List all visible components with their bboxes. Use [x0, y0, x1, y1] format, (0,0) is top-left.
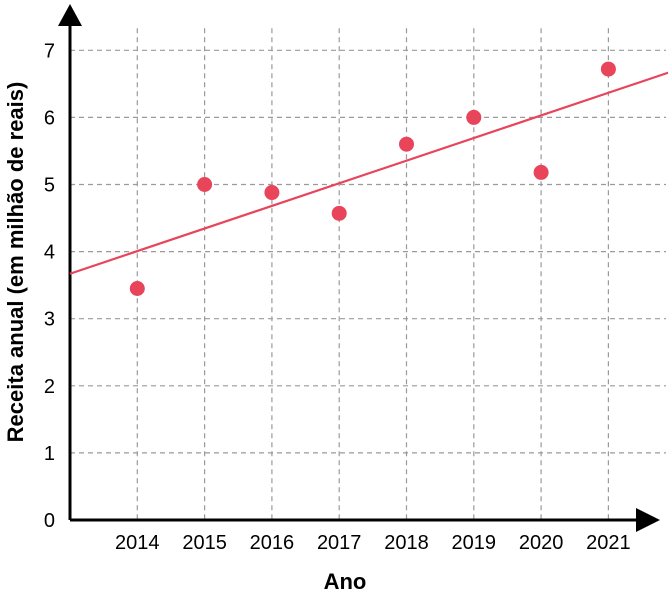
- data-point: [129, 281, 145, 297]
- data-point: [331, 205, 347, 221]
- axes: [58, 4, 660, 532]
- grid: [70, 28, 666, 520]
- y-tick-label: 1: [44, 443, 55, 465]
- x-tick-labels: 2014 2015 2016 2017 2018 2019 2020 2021: [115, 532, 631, 554]
- y-axis-title: Receita anual (em milhão de reais): [3, 82, 28, 443]
- x-axis-title: Ano: [324, 569, 367, 594]
- y-tick-label: 5: [44, 175, 55, 197]
- y-tick-label: 4: [44, 242, 55, 264]
- data-point: [533, 164, 549, 180]
- x-tick-label: 2021: [586, 532, 631, 554]
- data-point: [197, 177, 213, 192]
- y-tick-label: 6: [44, 107, 55, 129]
- y-tick-labels: 0 1 2 3 4 5 6 7: [44, 40, 55, 532]
- x-tick-label: 2019: [452, 532, 497, 554]
- data-point: [466, 109, 482, 125]
- data-point: [399, 136, 414, 152]
- x-tick-label: 2016: [250, 532, 295, 554]
- x-tick-label: 2020: [519, 532, 564, 554]
- x-tick-label: 2014: [115, 532, 160, 554]
- y-tick-label: 2: [44, 376, 55, 398]
- data-point: [264, 185, 280, 201]
- trend-line-group: [69, 71, 668, 275]
- y-tick-label: 0: [44, 510, 55, 532]
- x-tick-label: 2017: [317, 532, 362, 554]
- y-tick-label: 3: [44, 309, 55, 331]
- data-points: [129, 61, 616, 297]
- y-tick-label: 7: [44, 40, 55, 62]
- x-tick-label: 2018: [384, 532, 429, 554]
- trend-line: [69, 71, 668, 275]
- x-axis-arrow: [636, 508, 660, 532]
- y-axis-arrow: [58, 4, 82, 26]
- data-point: [600, 61, 616, 77]
- x-tick-label: 2015: [182, 532, 227, 554]
